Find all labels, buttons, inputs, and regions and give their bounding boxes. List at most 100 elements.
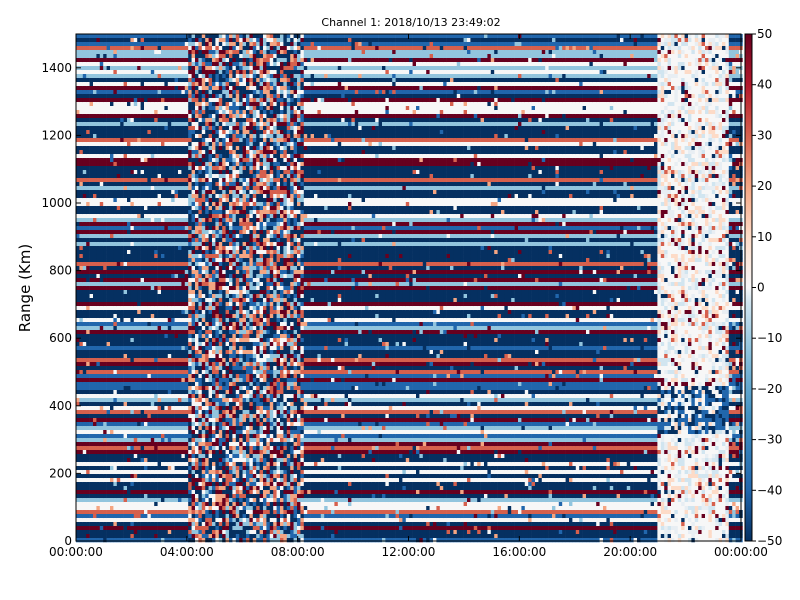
heatmap-cell — [76, 358, 80, 362]
heatmap-cell — [96, 474, 100, 478]
heatmap-cell — [195, 374, 199, 378]
heatmap-cell — [141, 222, 145, 226]
heatmap-cell — [120, 474, 124, 478]
heatmap-cell — [137, 394, 141, 398]
heatmap-cell — [192, 350, 196, 354]
heatmap-cell — [192, 302, 196, 306]
heatmap-cell — [86, 330, 90, 334]
heatmap-cell — [117, 526, 121, 530]
heatmap-cell — [192, 214, 196, 218]
heatmap-cell — [144, 166, 148, 170]
heatmap-cell — [113, 242, 117, 246]
heatmap-cell — [141, 338, 145, 342]
heatmap-cell — [178, 274, 182, 278]
heatmap-cell — [90, 122, 94, 126]
heatmap-cell — [110, 390, 114, 394]
heatmap-cell — [188, 222, 192, 226]
heatmap-cell — [178, 50, 182, 54]
heatmap-cell — [141, 290, 145, 294]
heatmap-cell — [103, 306, 107, 310]
heatmap-cell — [164, 522, 168, 526]
heatmap-cell — [96, 286, 100, 290]
heatmap-cell — [130, 318, 134, 322]
heatmap-cell — [161, 214, 165, 218]
heatmap-cell — [158, 62, 162, 66]
heatmap-cell — [195, 126, 199, 130]
heatmap-cell — [130, 522, 134, 526]
heatmap-cell — [76, 246, 80, 250]
heatmap-cell — [137, 406, 141, 410]
heatmap-cell — [137, 234, 141, 238]
heatmap-cell — [151, 98, 155, 102]
heatmap-cell — [83, 218, 87, 222]
heatmap-cell — [192, 438, 196, 442]
heatmap-cell — [202, 482, 206, 486]
heatmap-cell — [178, 214, 182, 218]
heatmap-cell — [144, 334, 148, 338]
heatmap-cell — [90, 438, 94, 442]
heatmap-cell — [96, 442, 100, 446]
heatmap-cell — [96, 58, 100, 62]
heatmap-cell — [161, 470, 165, 474]
heatmap-cell — [110, 274, 114, 278]
heatmap-cell — [113, 254, 117, 258]
heatmap-cell — [86, 114, 90, 118]
heatmap-cell — [117, 222, 121, 226]
heatmap-cell — [127, 462, 131, 466]
heatmap-cell — [90, 214, 94, 218]
heatmap-cell — [202, 90, 206, 94]
heatmap-cell — [178, 398, 182, 402]
heatmap-cell — [188, 326, 192, 330]
heatmap-cell — [103, 374, 107, 378]
heatmap-cell — [96, 242, 100, 246]
heatmap-cell — [107, 146, 111, 150]
heatmap-cell — [205, 214, 209, 218]
heatmap-cell — [134, 278, 138, 282]
heatmap-cell — [127, 486, 131, 490]
heatmap-cell — [137, 422, 141, 426]
heatmap-cell — [188, 282, 192, 286]
heatmap-cell — [117, 150, 121, 154]
heatmap-cell — [137, 50, 141, 54]
heatmap-cell — [178, 206, 182, 210]
heatmap-cell — [185, 306, 189, 310]
heatmap-cell — [175, 62, 179, 66]
heatmap-cell — [198, 514, 202, 518]
heatmap-cell — [151, 398, 155, 402]
heatmap-cell — [100, 54, 104, 58]
heatmap-cell — [124, 42, 128, 46]
heatmap-cell — [158, 78, 162, 82]
heatmap-cell — [195, 522, 199, 526]
heatmap-cell — [202, 70, 206, 74]
heatmap-cell — [171, 474, 175, 478]
heatmap-cell — [141, 126, 145, 130]
heatmap-cell — [113, 354, 117, 358]
heatmap-cell — [198, 86, 202, 90]
heatmap-cell — [141, 326, 145, 330]
heatmap-cell — [110, 94, 114, 98]
heatmap-cell — [76, 418, 80, 422]
heatmap-cell — [86, 150, 90, 154]
heatmap-cell — [195, 366, 199, 370]
heatmap-cell — [147, 286, 151, 290]
heatmap-cell — [130, 506, 134, 510]
heatmap-cell — [83, 158, 87, 162]
heatmap-cell — [76, 330, 80, 334]
heatmap-cell — [175, 294, 179, 298]
heatmap-cell — [175, 426, 179, 430]
heatmap-cell — [124, 166, 128, 170]
heatmap-cell — [96, 166, 100, 170]
heatmap-cell — [107, 418, 111, 422]
heatmap-cell — [188, 434, 192, 438]
heatmap-cell — [90, 330, 94, 334]
heatmap-cell — [154, 302, 158, 306]
heatmap-cell — [185, 298, 189, 302]
heatmap-cell — [83, 70, 87, 74]
heatmap-cell — [117, 254, 121, 258]
heatmap-cell — [120, 250, 124, 254]
heatmap-cell — [185, 406, 189, 410]
heatmap-cell — [117, 106, 121, 110]
heatmap-cell — [147, 386, 151, 390]
heatmap-cell — [168, 522, 172, 526]
heatmap-cell — [103, 466, 107, 470]
